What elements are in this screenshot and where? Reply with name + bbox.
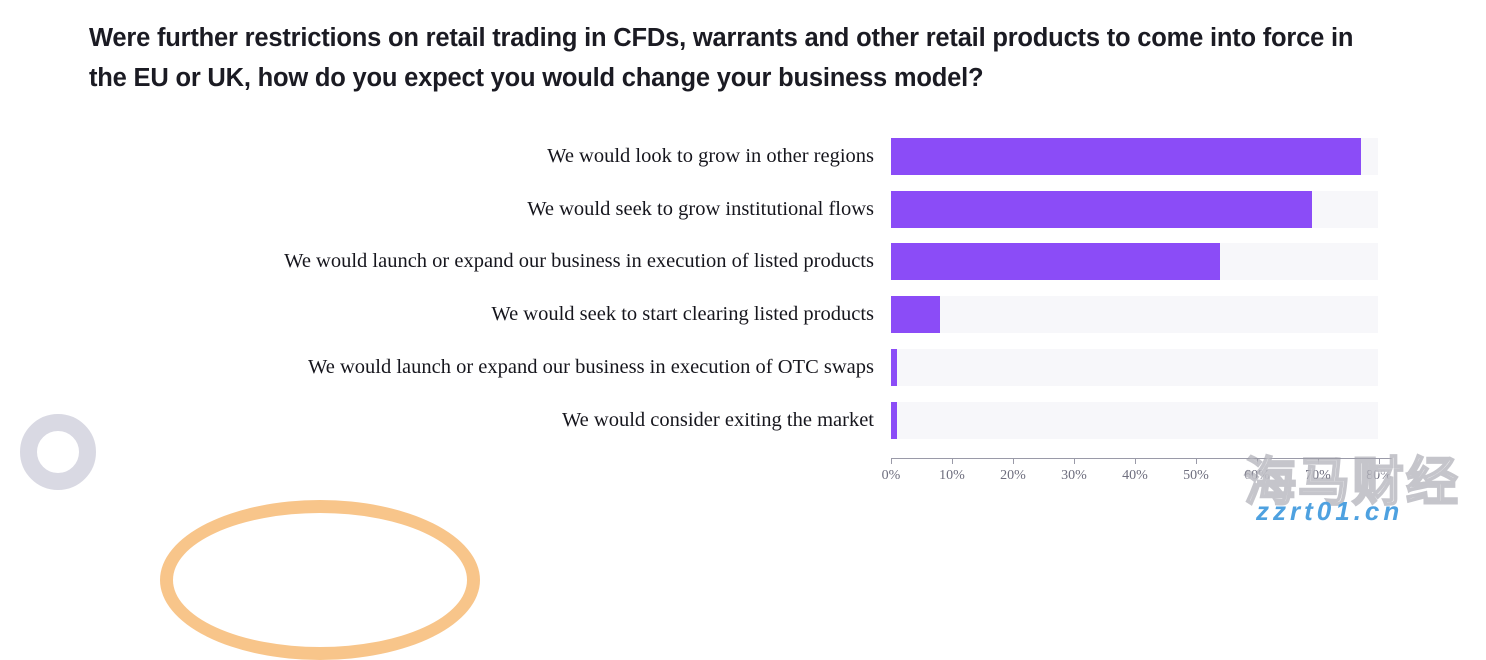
- bar[interactable]: [891, 348, 898, 386]
- chart-row: We would seek to grow institutional flow…: [0, 190, 1486, 228]
- axis-tick: [891, 458, 892, 464]
- category-label: We would look to grow in other regions: [547, 145, 874, 167]
- axis-tick: [1379, 458, 1380, 464]
- axis-tick-label: 20%: [1000, 468, 1026, 483]
- bar[interactable]: [891, 296, 940, 334]
- axis-tick-label: 40%: [1122, 468, 1148, 483]
- bar-track: [891, 348, 1378, 386]
- bar[interactable]: [891, 190, 1312, 228]
- chart-row: We would seek to start clearing listed p…: [0, 296, 1486, 334]
- axis-tick: [1257, 458, 1258, 464]
- bar-track: [891, 138, 1378, 175]
- chart-row: We would launch or expand our business i…: [0, 348, 1486, 386]
- axis-tick-label: 10%: [939, 468, 965, 483]
- axis-tick: [952, 458, 953, 464]
- axis-tick-label: 80%: [1366, 468, 1392, 483]
- bar-track: [891, 296, 1378, 334]
- chart-row: We would launch or expand our business i…: [0, 243, 1486, 281]
- category-label: We would launch or expand our business i…: [308, 355, 874, 378]
- category-label: We would seek to grow institutional flow…: [527, 197, 874, 220]
- axis-tick: [1318, 458, 1319, 464]
- axis-tick-label: 50%: [1183, 468, 1209, 483]
- chart-row: We would consider exiting the market: [0, 401, 1486, 439]
- bar[interactable]: [891, 401, 898, 439]
- bar-track: [891, 190, 1378, 228]
- bar[interactable]: [891, 138, 1361, 175]
- axis-tick-label: 60%: [1244, 468, 1270, 483]
- axis-tick-label: 30%: [1061, 468, 1087, 483]
- axis-tick: [1196, 458, 1197, 464]
- axis-tick-label: 70%: [1305, 468, 1331, 483]
- axis-tick: [1135, 458, 1136, 464]
- category-label: We would seek to start clearing listed p…: [491, 303, 874, 326]
- chart-row: We would look to grow in other regions: [0, 138, 1486, 175]
- page-title: Were further restrictions on retail trad…: [89, 24, 1354, 92]
- bar-chart: We would look to grow in other regions We…: [0, 138, 1486, 483]
- axis-tick: [1074, 458, 1075, 464]
- bar-track: [891, 243, 1378, 281]
- category-label: We would consider exiting the market: [561, 408, 874, 431]
- bar-track: [891, 401, 1378, 439]
- bar[interactable]: [891, 243, 1221, 281]
- category-label: We would launch or expand our business i…: [284, 250, 874, 273]
- axis-tick-label: 0%: [881, 468, 901, 483]
- axis-tick: [1013, 458, 1014, 464]
- x-axis-line: [891, 458, 1392, 459]
